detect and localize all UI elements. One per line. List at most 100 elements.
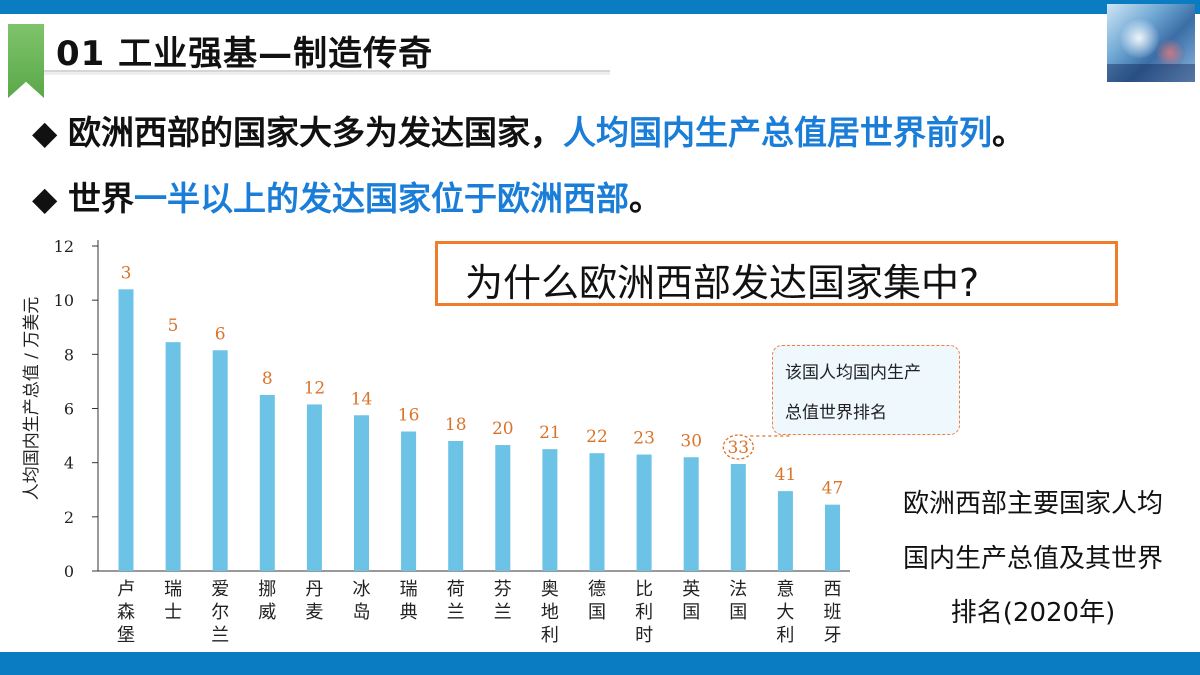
section-title: 01 工业强基—制造传奇 xyxy=(0,20,620,98)
x-tick-label-char: 冰 xyxy=(353,579,371,600)
bar-9 xyxy=(495,445,511,571)
rank-label: 3 xyxy=(121,263,132,283)
bullet-1-highlight: 人均国内生产总值居世界前列 xyxy=(563,113,992,152)
x-tick-label-char: 岛 xyxy=(353,602,371,623)
rank-label: 41 xyxy=(775,465,797,485)
x-tick-label-char: 时 xyxy=(635,625,653,646)
x-tick-label-char: 法 xyxy=(729,579,747,600)
x-tick-label-char: 堡 xyxy=(117,625,135,646)
y-tick-label: 8 xyxy=(64,345,74,364)
bottom-accent-bar xyxy=(0,652,1200,675)
rank-label: 23 xyxy=(633,429,655,449)
x-tick-label-char: 奥 xyxy=(541,579,559,600)
chart-caption-line-3: 排名(2020年) xyxy=(950,598,1116,628)
x-tick-label-char: 芬 xyxy=(494,579,512,600)
bullet-2-highlight: 一半以上的发达国家位于欧洲西部 xyxy=(134,179,629,218)
x-tick-label-char: 意 xyxy=(776,579,794,600)
rank-label: 14 xyxy=(351,389,373,409)
x-tick-label-char: 西 xyxy=(824,579,842,600)
x-tick-label-char: 兰 xyxy=(447,602,465,623)
x-tick-label-char: 国 xyxy=(682,602,700,623)
bar-1 xyxy=(118,289,134,571)
x-tick-label-char: 利 xyxy=(776,625,794,646)
x-tick-label-char: 卢 xyxy=(117,579,135,600)
bar-2 xyxy=(165,342,181,571)
question-text: 为什么欧洲西部发达国家集中? xyxy=(465,261,980,305)
bullet-point-1: ◆ 欧洲西部的国家大多为发达国家，人均国内生产总值居世界前列。 xyxy=(32,106,1025,154)
x-tick-label-char: 尔 xyxy=(211,602,229,623)
rank-label: 22 xyxy=(586,427,608,447)
bar-16 xyxy=(825,504,840,571)
callout-line-2: 总值世界排名 xyxy=(785,403,887,423)
bar-8 xyxy=(448,441,464,571)
x-tick-label-char: 国 xyxy=(729,602,747,623)
chart-caption-line-2: 国内生产总值及其世界 xyxy=(902,544,1163,574)
x-tick-label-char: 兰 xyxy=(211,625,229,646)
x-tick-label-char: 威 xyxy=(258,602,276,623)
x-tick-label-char: 兰 xyxy=(494,602,512,623)
x-tick-label-char: 麦 xyxy=(305,602,323,623)
rank-label: 6 xyxy=(215,324,226,344)
rank-label: 30 xyxy=(680,431,702,451)
x-tick-label-char: 利 xyxy=(635,602,653,623)
y-tick-label: 6 xyxy=(64,400,74,419)
bullet-point-2: ◆ 世界一半以上的发达国家位于欧洲西部。 xyxy=(32,172,662,220)
rank-label: 33 xyxy=(727,438,749,458)
x-tick-label-char: 地 xyxy=(541,602,559,623)
bar-12 xyxy=(636,454,652,571)
x-tick-label-char: 挪 xyxy=(258,579,276,600)
x-tick-label-char: 瑞 xyxy=(164,579,182,600)
bar-3 xyxy=(212,350,228,571)
bar-5 xyxy=(306,404,322,571)
rank-label: 21 xyxy=(539,423,561,443)
y-tick-label: 10 xyxy=(54,291,74,310)
bar-11 xyxy=(589,453,605,571)
bar-7 xyxy=(401,431,417,571)
callout-line-1: 该国人均国内生产 xyxy=(785,363,921,383)
diamond-bullet-icon: ◆ xyxy=(32,113,58,152)
bookmark-ribbon-icon xyxy=(8,24,44,98)
y-axis-label: 人均国内生产总值 / 万美元 xyxy=(22,297,42,501)
y-tick-label: 0 xyxy=(64,562,74,581)
x-tick-label-char: 瑞 xyxy=(400,579,418,600)
bar-14 xyxy=(730,464,746,571)
rank-label: 47 xyxy=(822,479,844,499)
x-tick-label-char: 士 xyxy=(164,602,182,623)
bullet-2-text: 世界 xyxy=(68,179,134,218)
y-tick-label: 2 xyxy=(64,508,74,527)
bar-6 xyxy=(354,415,369,571)
title-underline-shadow xyxy=(44,72,610,75)
y-tick-label: 12 xyxy=(54,237,74,256)
rank-label: 18 xyxy=(445,415,467,435)
x-tick-label-char: 英 xyxy=(682,579,700,600)
title-underline xyxy=(44,70,610,72)
x-tick-label-char: 德 xyxy=(588,579,606,600)
x-tick-label-char: 班 xyxy=(824,602,842,623)
rank-label: 8 xyxy=(262,369,273,389)
page-title: 01 工业强基—制造传奇 xyxy=(56,34,434,74)
diamond-bullet-icon: ◆ xyxy=(32,179,58,218)
bullet-2-tail: 。 xyxy=(629,179,662,218)
bullet-1-tail: 。 xyxy=(992,113,1025,152)
x-tick-label-char: 森 xyxy=(117,602,135,623)
rank-callout: 该国人均国内生产 总值世界排名 xyxy=(772,345,960,435)
y-tick-label: 4 xyxy=(64,454,74,473)
x-tick-label-char: 牙 xyxy=(824,625,842,646)
x-tick-label-char: 典 xyxy=(400,602,418,623)
bar-10 xyxy=(542,449,558,571)
x-tick-label-char: 荷 xyxy=(447,579,465,600)
x-tick-label-char: 利 xyxy=(541,625,559,646)
bar-4 xyxy=(259,394,275,571)
x-tick-label-char: 国 xyxy=(588,602,606,623)
bar-13 xyxy=(683,457,699,571)
x-tick-label-char: 丹 xyxy=(305,579,323,600)
tech-thumbnail-image xyxy=(1107,4,1195,82)
rank-label: 12 xyxy=(304,378,326,398)
x-tick-label-char: 比 xyxy=(635,579,653,600)
top-accent-bar xyxy=(0,0,1200,14)
x-tick-label-char: 爱 xyxy=(211,579,229,600)
chart-caption-line-1: 欧洲西部主要国家人均 xyxy=(902,489,1163,519)
rank-label: 20 xyxy=(492,419,514,439)
bar-15 xyxy=(777,491,793,571)
